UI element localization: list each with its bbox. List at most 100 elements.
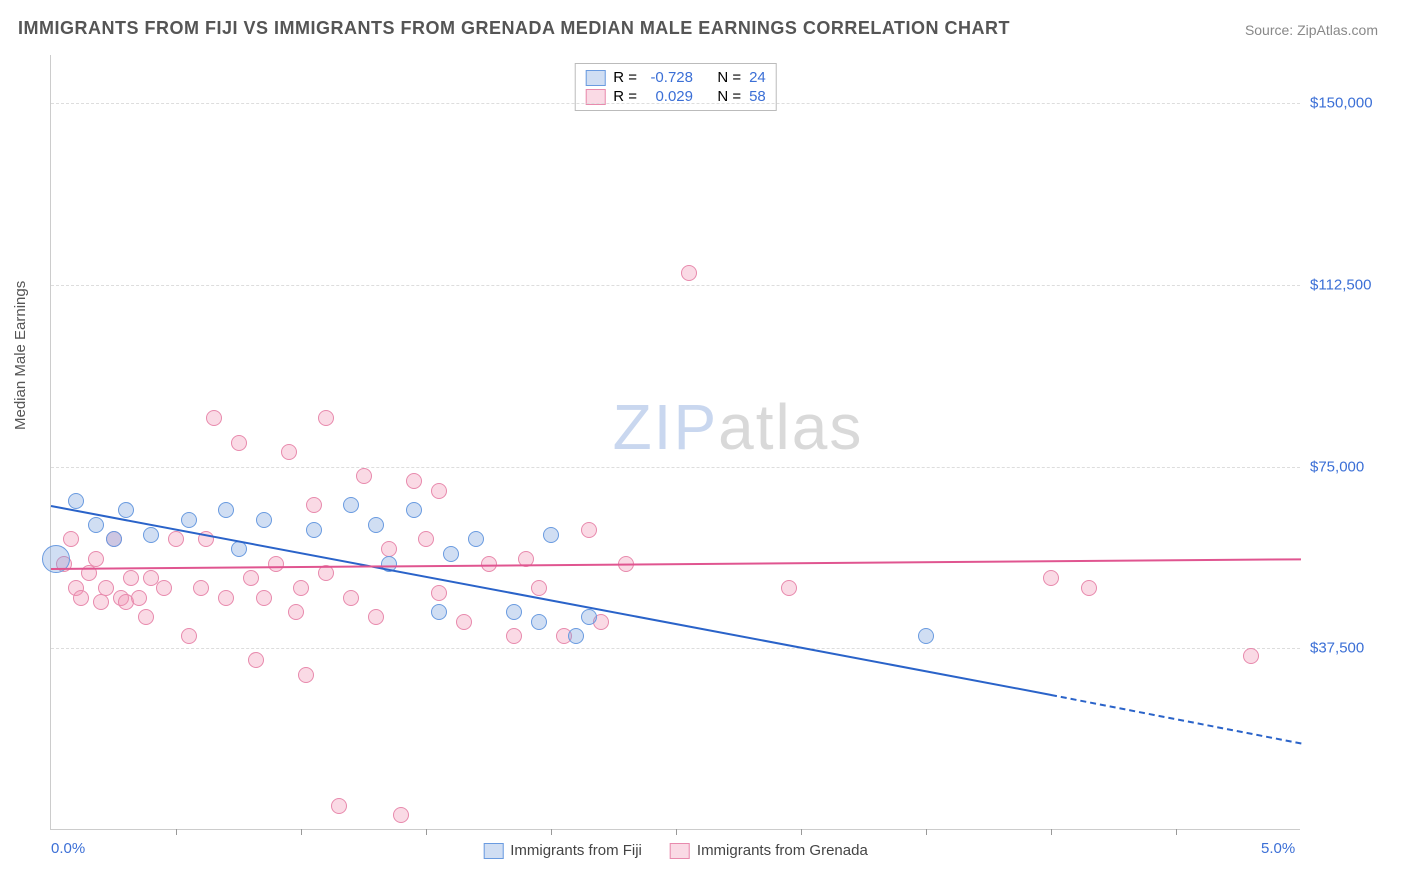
trend-line: [1051, 694, 1301, 744]
x-tick: [1176, 829, 1177, 835]
scatter-point: [193, 580, 209, 596]
scatter-point: [431, 483, 447, 499]
scatter-point: [181, 628, 197, 644]
scatter-point: [68, 493, 84, 509]
scatter-point: [1081, 580, 1097, 596]
swatch-grenada: [670, 843, 690, 859]
x-tick: [426, 829, 427, 835]
gridline: [51, 467, 1300, 468]
scatter-point: [506, 604, 522, 620]
y-tick-label: $112,500: [1310, 277, 1390, 294]
r-value-grenada: 0.029: [645, 88, 693, 105]
scatter-point: [248, 652, 264, 668]
scatter-point: [306, 497, 322, 513]
scatter-point: [268, 556, 284, 572]
scatter-point: [368, 609, 384, 625]
scatter-point: [93, 594, 109, 610]
scatter-point: [531, 614, 547, 630]
r-label: R =: [613, 69, 637, 86]
y-tick-label: $37,500: [1310, 640, 1390, 657]
scatter-point: [781, 580, 797, 596]
y-tick-label: $75,000: [1310, 458, 1390, 475]
scatter-point: [506, 628, 522, 644]
scatter-point: [306, 522, 322, 538]
scatter-point: [181, 512, 197, 528]
x-tick-label: 0.0%: [51, 840, 85, 857]
n-value-grenada: 58: [749, 88, 766, 105]
x-tick: [926, 829, 927, 835]
scatter-point: [331, 798, 347, 814]
scatter-point: [256, 590, 272, 606]
n-label: N =: [717, 69, 741, 86]
scatter-point: [406, 473, 422, 489]
scatter-point: [123, 570, 139, 586]
swatch-fiji: [483, 843, 503, 859]
scatter-point: [431, 585, 447, 601]
scatter-point: [138, 609, 154, 625]
scatter-point: [218, 502, 234, 518]
x-tick: [801, 829, 802, 835]
trend-line: [51, 559, 1301, 571]
n-label: N =: [717, 88, 741, 105]
scatter-point: [156, 580, 172, 596]
legend-item-fiji: Immigrants from Fiji: [483, 842, 642, 859]
scatter-point: [281, 444, 297, 460]
scatter-point: [243, 570, 259, 586]
scatter-point: [431, 604, 447, 620]
r-value-fiji: -0.728: [645, 69, 693, 86]
n-value-fiji: 24: [749, 69, 766, 86]
swatch-grenada: [585, 89, 605, 105]
scatter-point: [118, 502, 134, 518]
stats-row-fiji: R = -0.728 N = 24: [585, 68, 766, 87]
scatter-point: [581, 609, 597, 625]
scatter-point: [543, 527, 559, 543]
x-tick: [551, 829, 552, 835]
gridline: [51, 648, 1300, 649]
scatter-point: [418, 531, 434, 547]
x-tick: [1051, 829, 1052, 835]
scatter-point: [168, 531, 184, 547]
scatter-point: [293, 580, 309, 596]
scatter-point: [98, 580, 114, 596]
series-name-fiji: Immigrants from Fiji: [510, 842, 642, 859]
scatter-point: [468, 531, 484, 547]
y-tick-label: $150,000: [1310, 95, 1390, 112]
scatter-point: [443, 546, 459, 562]
scatter-point: [1043, 570, 1059, 586]
scatter-point: [393, 807, 409, 823]
scatter-point: [73, 590, 89, 606]
scatter-point: [681, 265, 697, 281]
scatter-point: [406, 502, 422, 518]
source-label: Source: ZipAtlas.com: [1245, 22, 1378, 38]
scatter-point: [568, 628, 584, 644]
scatter-point: [918, 628, 934, 644]
scatter-point: [218, 590, 234, 606]
scatter-point: [88, 517, 104, 533]
series-name-grenada: Immigrants from Grenada: [697, 842, 868, 859]
scatter-point: [143, 527, 159, 543]
scatter-point: [368, 517, 384, 533]
swatch-fiji: [585, 70, 605, 86]
x-tick: [301, 829, 302, 835]
scatter-point: [356, 468, 372, 484]
scatter-point: [298, 667, 314, 683]
scatter-point: [88, 551, 104, 567]
scatter-point: [231, 435, 247, 451]
scatter-point: [318, 410, 334, 426]
chart-plot-area: ZIPatlas R = -0.728 N = 24 R = 0.029 N =…: [50, 55, 1300, 830]
scatter-point: [343, 497, 359, 513]
watermark-zip: ZIP: [613, 391, 719, 463]
y-axis-label: Median Male Earnings: [12, 281, 29, 430]
scatter-point: [63, 531, 79, 547]
scatter-point: [256, 512, 272, 528]
gridline: [51, 103, 1300, 104]
scatter-point: [206, 410, 222, 426]
r-label: R =: [613, 88, 637, 105]
scatter-point: [581, 522, 597, 538]
x-tick: [676, 829, 677, 835]
watermark: ZIPatlas: [613, 390, 864, 464]
gridline: [51, 285, 1300, 286]
scatter-point: [288, 604, 304, 620]
chart-title: IMMIGRANTS FROM FIJI VS IMMIGRANTS FROM …: [18, 18, 1010, 39]
scatter-point: [343, 590, 359, 606]
